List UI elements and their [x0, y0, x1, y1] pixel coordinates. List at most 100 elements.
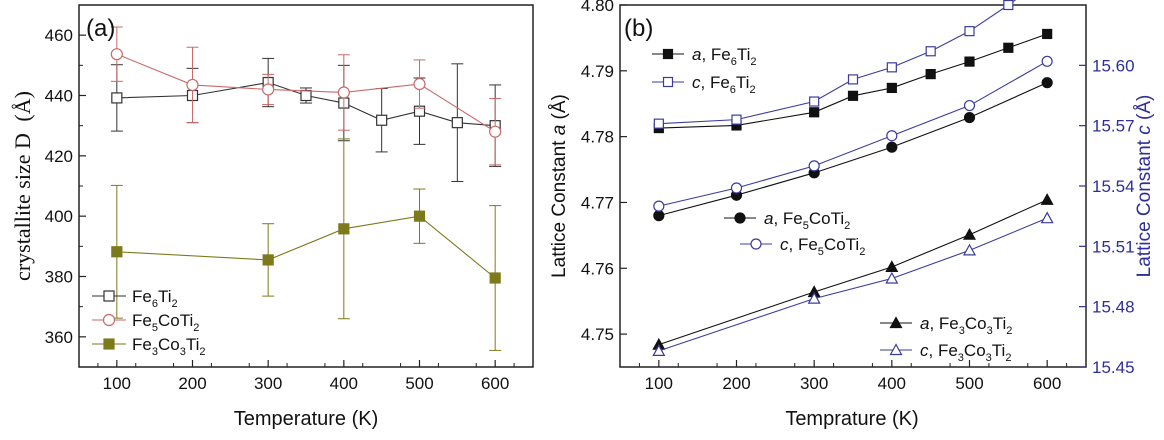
panel-a-fe5coti2-point [413, 77, 426, 91]
panel-a-fe6ti2-point [451, 117, 463, 129]
panel-b-c-fe3co3ti2-point [885, 271, 899, 284]
panel-b-right-tick-label: 15.51 [1092, 237, 1135, 256]
panel-a-x-tick-label-200: 200 [178, 374, 206, 393]
panel-b-c-fe5coti2-line [658, 60, 1048, 207]
panel-b-legend-c-fe3co3ti2-label: c, Fe3Co3Ti2 [920, 341, 1011, 364]
panel-b-legend-a-fe3co3ti2-label-part-4: Ti [993, 314, 1007, 333]
panel-a-legend-fe3co3ti2-label-part-4: Ti [186, 335, 200, 354]
panel-a-fe6ti2-point [111, 92, 123, 104]
panel-b-c-fe6ti2-point [653, 118, 664, 129]
panel-b-c-fe6ti2-point [847, 74, 859, 85]
panel-b-legend-a-fe3co3ti2-label-sep: , [929, 314, 938, 333]
panel-b-legend-c-fe6ti2-label: c, Fe6Ti2 [692, 73, 756, 96]
panel-a-x-tick-label-600: 600 [481, 374, 509, 393]
panel-b-legend-a-fe6ti2-label-part-3: 2 [750, 56, 756, 68]
panel-a-fe5coti2-point [110, 48, 123, 61]
panel-a-fe3co3ti2-point [413, 210, 426, 222]
panel-a-x-tick-label-500: 500 [405, 374, 433, 393]
panel-b-right-axis-label-unit: (Å) [1134, 95, 1155, 120]
panel-b-left-axis-label-var: a [549, 125, 570, 136]
panel-b-legend-a-fe3co3ti2-label-var: a [920, 314, 929, 333]
panel-a-legend-fe3co3ti2-label-part-2: Co [158, 335, 180, 354]
panel-b-legend-a-fe6ti2-label: a, Fe6Ti2 [692, 45, 757, 68]
panel-b-x-tick-label-600: 600 [1033, 374, 1061, 393]
panel-b-legend-a-fe6ti2-swatch-marker [662, 48, 674, 60]
panel-b-legend-c-fe5coti2-swatch-marker [750, 238, 762, 250]
panel-b-legend-a-fe6ti2-label-part-0: Fe [711, 45, 731, 64]
panel-b-a-fe5coti2-point [1041, 77, 1053, 89]
panel-a-ticks: 100 200 300 400 500 600 360 380 400 420 440 460 [45, 4, 515, 393]
panel-b-a-fe3co3ti2-line [658, 199, 1048, 346]
panel-b-left-tick-label: 4.75 [581, 325, 614, 344]
panel-b-c-fe6ti2-point [925, 46, 936, 57]
panel-a-fe5coti2-point [262, 83, 275, 96]
panel-a-fe3co3ti2-point [111, 246, 123, 258]
panel-a-legend-fe6ti2-label: Fe6Ti2 [132, 287, 178, 310]
panel-b-a-fe6ti2-point [1003, 42, 1014, 53]
panel-b-plot-frame [619, 4, 1087, 368]
panel-b-c-fe6ti2-point [964, 26, 975, 37]
panel-a-x-axis-label: Temperature (K) [234, 408, 379, 430]
panel-a-y-tick-label-360: 360 [45, 328, 73, 347]
panel-b-c-fe5coti2-point [963, 99, 976, 112]
panel-b-legend-a-fe5coti2-swatch-marker [734, 212, 746, 224]
panel-b-legend-c-fe6ti2-label-sep: , [701, 73, 710, 92]
panel-b-x-axis-label: Temprature (K) [785, 408, 918, 430]
panel-b-left-tick-label: 4.76 [581, 259, 614, 278]
panel-b-right-tick-label: 15.48 [1092, 298, 1135, 317]
panel-b-right-axis-label: Lattice Constant c (Å) [1134, 95, 1155, 278]
panel-b-legend-a-fe5coti2-label-part-1: 5 [803, 220, 809, 232]
panel-b-c-fe5coti2-point [653, 200, 665, 212]
panel-a-x-tick-label-400: 400 [330, 374, 358, 393]
panel-b-c-fe3co3ti2-point [962, 243, 977, 256]
panel-a-fe6ti2-point [376, 114, 388, 126]
panel-b-legend-a-fe3co3ti2-label-part-0: Fe [939, 314, 959, 333]
panel-b-c-fe6ti2-point [809, 96, 820, 107]
panel-a-fe5coti2-point [337, 86, 350, 99]
panel-a-legend-fe6ti2: Fe6Ti2 [92, 287, 178, 310]
panel-a-fe5coti2-series [110, 26, 502, 166]
panel-b-c-fe5coti2-point [808, 160, 820, 172]
panel-b-series [652, 0, 1054, 357]
panel-b-legend-c-fe6ti2-label-part-2: Ti [736, 73, 750, 92]
panel-b-legend-c-fe3co3ti2-label-part-5: 2 [1005, 352, 1011, 364]
panel-b-ticks: 100 200 300 400 500 600 4.75 4.76 4.77 4.78 4.79 4.… [581, 0, 1135, 393]
panel-b-a-fe3co3ti2-point [1040, 193, 1054, 205]
panel-b-legend-c-fe5coti2-label: c, Fe5CoTi2 [780, 235, 865, 258]
panel-b-legend-c-fe3co3ti2-label-part-0: Fe [938, 341, 958, 360]
panel-b-legend-a-fe6ti2-label-part-2: Ti [737, 45, 751, 64]
panel-a-fe5coti2-point [186, 78, 199, 92]
panel-a: 100 200 300 400 500 600 360 380 400 420 440 460 (a)… [10, 4, 534, 430]
panel-b-legend-a-fe3co3ti2-label-part-1: 3 [959, 325, 965, 337]
panel-b-legend-a-fe5coti2-label-part-3: 2 [844, 220, 850, 232]
panel-b-legend-a-fe3co3ti2-label: a, Fe3Co3Ti2 [920, 314, 1012, 337]
panel-b-legend-c-fe5coti2-label-part-2: CoTi [824, 235, 859, 254]
panel-b-legend-a-fe5coti2-label-sep: , [773, 209, 782, 228]
panel-a-fe3co3ti2-point [262, 254, 274, 266]
panel-a-y-axis-label: crystallite size D (Å) [10, 91, 35, 281]
panel-a-legend-fe5coti2-label: Fe5CoTi2 [132, 311, 199, 334]
panel-a-legend-fe5coti2: Fe5CoTi2 [92, 311, 199, 334]
panel-b-c-fe6ti2-point [731, 114, 742, 125]
panel-b-legend-a-fe3co3ti2-label-part-2: Co [965, 314, 987, 333]
panel-b-a-fe5coti2-series [653, 77, 1053, 222]
panel-b-legend-c-fe3co3ti2-swatch-marker [889, 343, 903, 356]
panel-a-y-tick-label-400: 400 [45, 207, 73, 226]
panel-a-legend-fe6ti2-label-part-3: 2 [172, 298, 178, 310]
panel-b-x-tick-label-500: 500 [955, 374, 983, 393]
panel-a-y-axis-label-text: crystallite size D [10, 133, 35, 281]
panel-a-label: (a) [86, 15, 115, 42]
panel-b-a-fe3co3ti2-point [885, 260, 899, 273]
panel-b-c-fe3co3ti2-point [807, 291, 821, 304]
panel-a-legend-fe5coti2-label-part-2: CoTi [158, 311, 193, 330]
panel-a-fe3co3ti2-line [116, 215, 496, 279]
panel-b-legend-c-fe3co3ti2-label-var: c [920, 341, 929, 360]
panel-a-series [110, 26, 502, 351]
panel-a-y-axis-label-unit: (Å) [10, 91, 35, 122]
panel-a-legend-fe3co3ti2-label-part-0: Fe [132, 335, 152, 354]
panel-b-legend-a-fe5coti2: a, Fe5CoTi2 [724, 209, 850, 232]
panel-b-left-tick-label: 4.78 [581, 128, 614, 147]
panel-b-c-fe6ti2-point [886, 62, 897, 73]
panel-a-legend-fe5coti2-label-part-3: 2 [193, 322, 199, 334]
panel-b-left-axis-label-text: Lattice Constant [549, 135, 570, 278]
